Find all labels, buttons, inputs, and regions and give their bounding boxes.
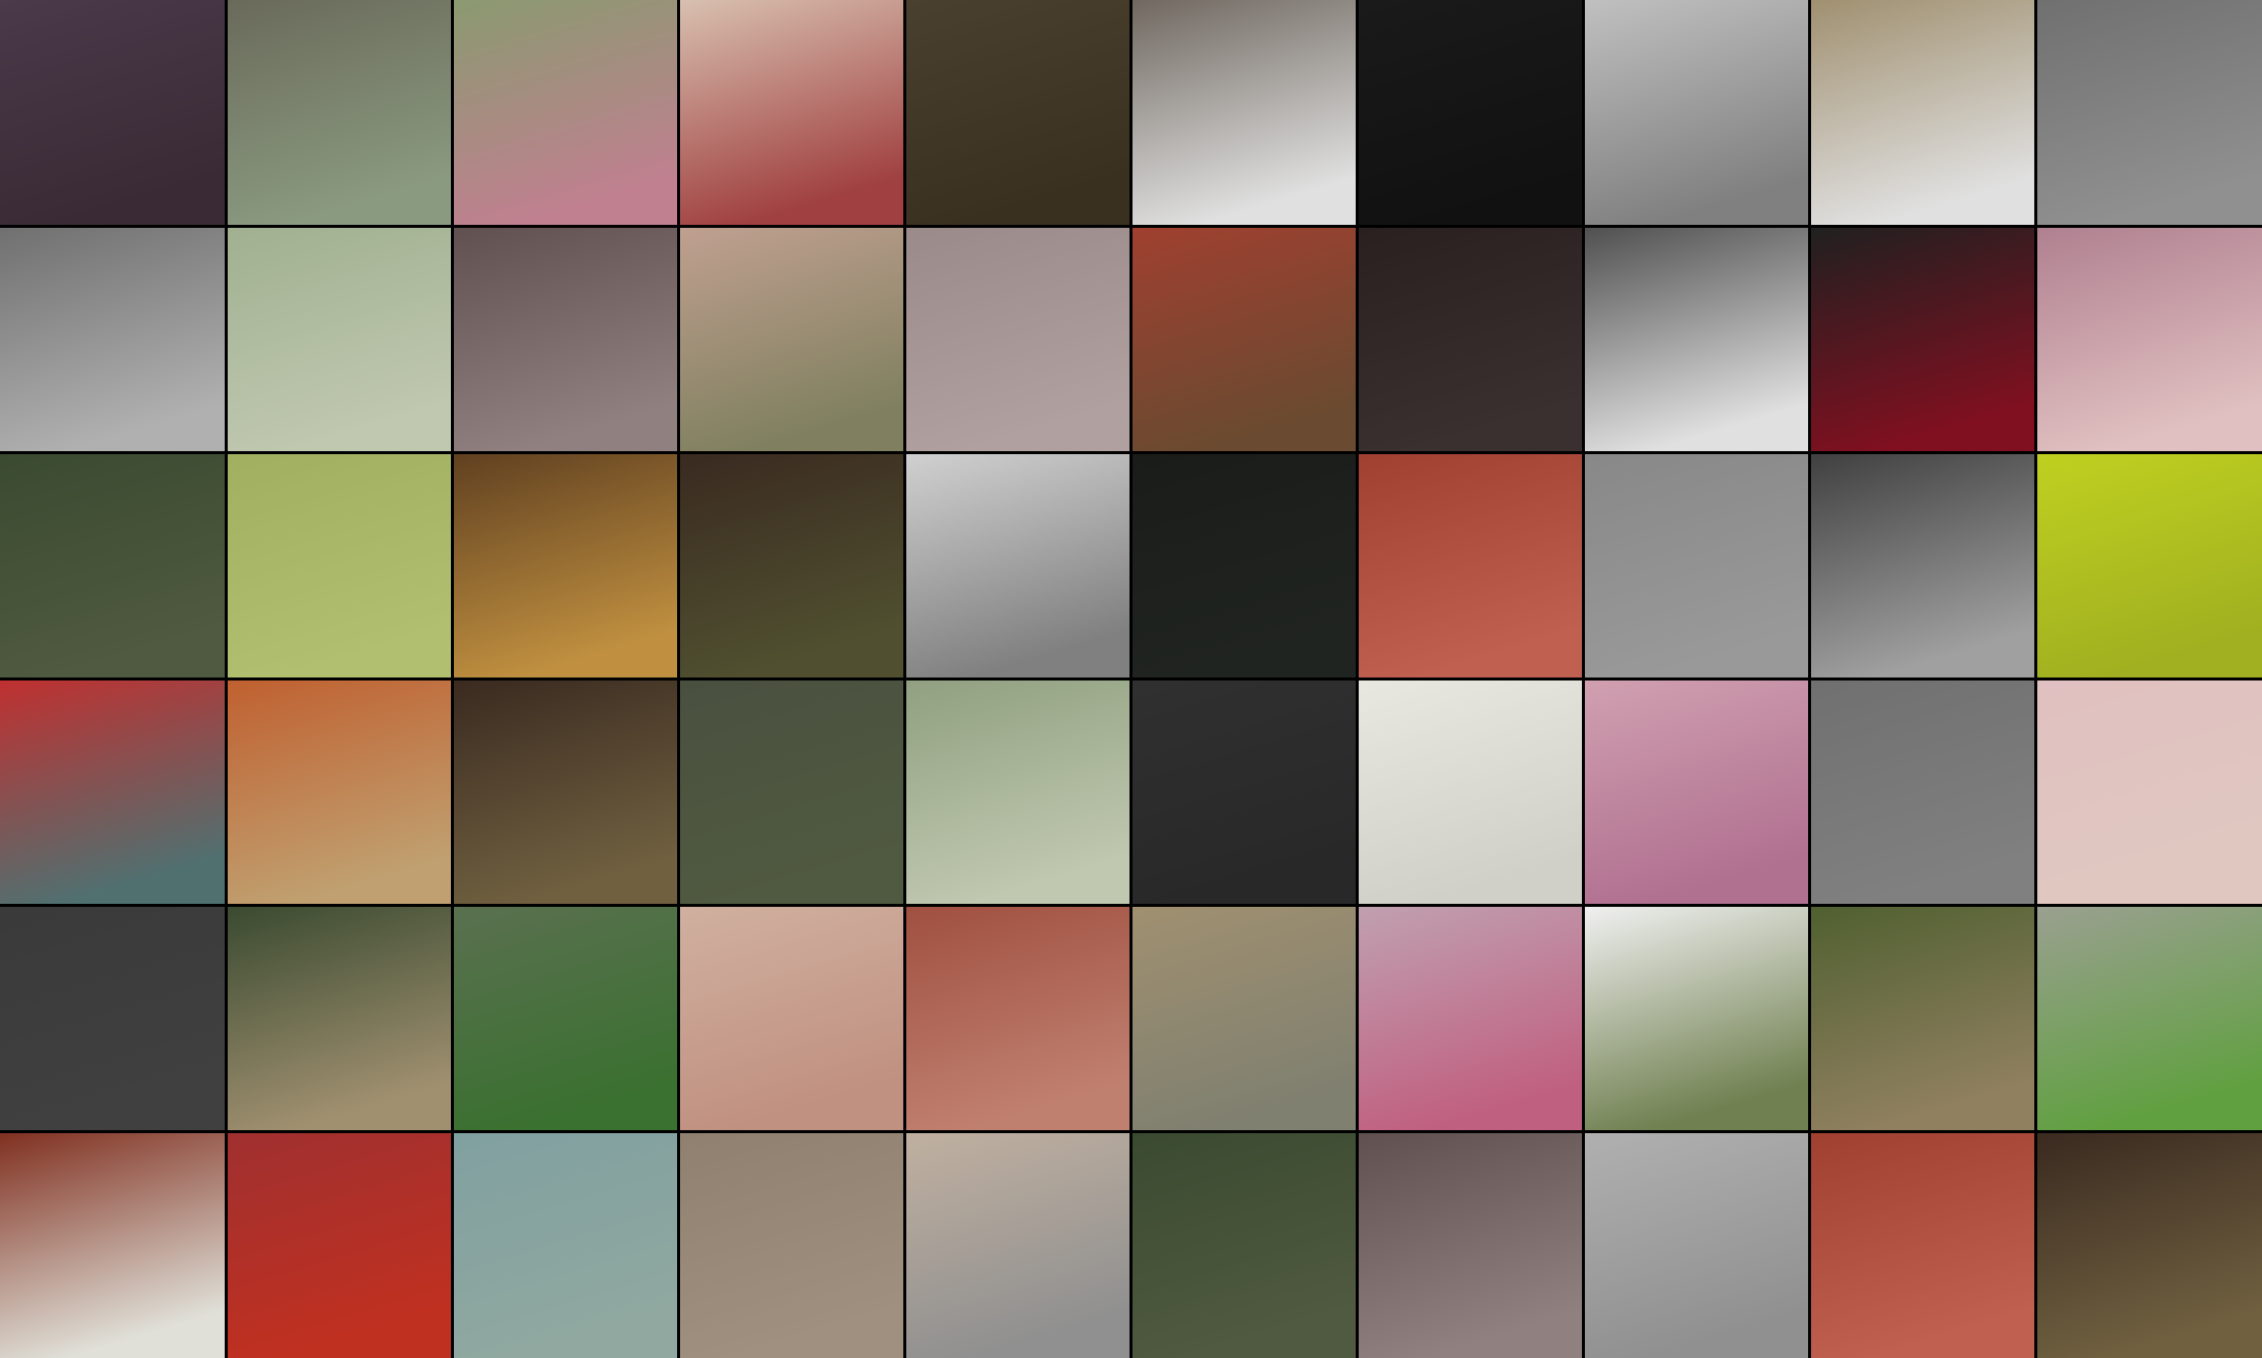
photo-tile [1358, 227, 1582, 452]
photo-tile [227, 680, 451, 904]
photo-tile [453, 454, 678, 678]
photo-tile [1584, 0, 1809, 225]
photo-tile [1358, 1133, 1582, 1358]
photo-tile [1132, 0, 1356, 225]
photo-tile [227, 454, 451, 678]
photo-tile [227, 1133, 451, 1358]
photo-tile [1584, 680, 1809, 904]
photo-tile [0, 1133, 225, 1358]
photo-tile [1811, 1133, 2035, 1358]
photo-tile [906, 906, 1130, 1131]
photo-tile [1584, 454, 1809, 678]
photo-tile [227, 227, 451, 452]
photo-tile [1132, 454, 1356, 678]
photo-tile [453, 906, 678, 1131]
photo-tile [1811, 454, 2035, 678]
photo-tile [1584, 1133, 1809, 1358]
photo-tile [1584, 906, 1809, 1131]
photo-tile [906, 680, 1130, 904]
photo-tile [2037, 906, 2262, 1131]
photo-tile [2037, 1133, 2262, 1358]
photo-tile [680, 906, 904, 1131]
photo-tile [906, 1133, 1130, 1358]
photo-tile [0, 227, 225, 452]
photo-tile [680, 0, 904, 225]
photo-tile [2037, 227, 2262, 452]
photo-tile [0, 0, 225, 225]
photo-tile [227, 906, 451, 1131]
photo-tile [1358, 0, 1582, 225]
photo-tile [0, 454, 225, 678]
photo-tile [906, 454, 1130, 678]
photo-tile [453, 0, 678, 225]
photo-tile [906, 0, 1130, 225]
photo-tile [1358, 680, 1582, 904]
photo-tile [680, 227, 904, 452]
photo-tile [1811, 227, 2035, 452]
photo-tile [0, 906, 225, 1131]
photo-tile [453, 680, 678, 904]
photo-tile [1132, 906, 1356, 1131]
photo-tile [1358, 454, 1582, 678]
photo-tile [1811, 0, 2035, 225]
photo-tile [453, 227, 678, 452]
photo-tile [0, 680, 225, 904]
photo-tile [1811, 906, 2035, 1131]
photo-tile [227, 0, 451, 225]
photo-tile [1811, 680, 2035, 904]
photo-tile [2037, 0, 2262, 225]
photo-tile [1132, 227, 1356, 452]
photo-tile [680, 680, 904, 904]
photo-tile [2037, 454, 2262, 678]
photo-tile [1584, 227, 1809, 452]
photo-tile [680, 454, 904, 678]
photo-tile [2037, 680, 2262, 904]
photo-tile [1132, 1133, 1356, 1358]
photo-tile [680, 1133, 904, 1358]
photo-tile [906, 227, 1130, 452]
photo-tile [1132, 680, 1356, 904]
photo-tile [453, 1133, 678, 1358]
photo-tile [1358, 906, 1582, 1131]
